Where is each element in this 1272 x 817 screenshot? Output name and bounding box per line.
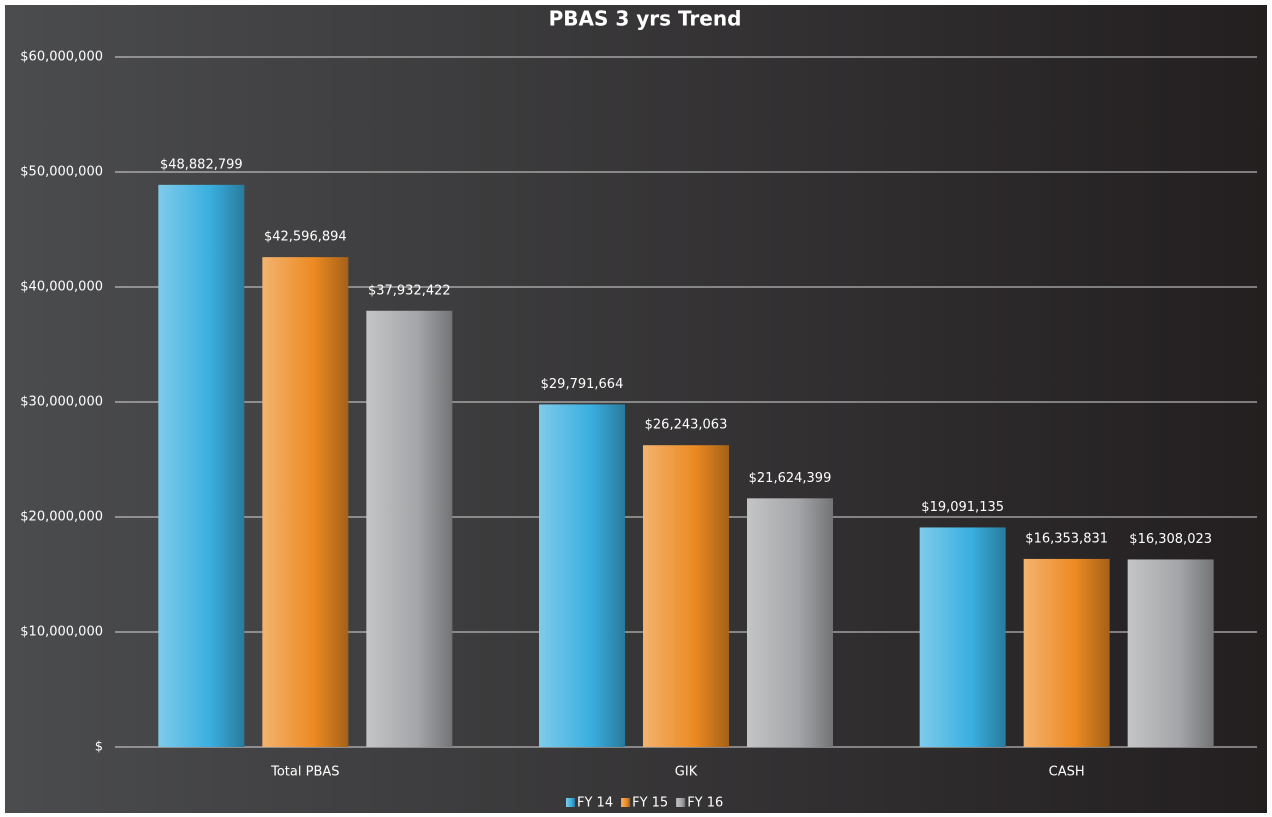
y-tick-label: $50,000,000	[20, 165, 103, 180]
data-label: $29,791,664	[541, 377, 624, 392]
y-tick-label: $30,000,000	[20, 395, 103, 410]
bar	[919, 527, 1006, 747]
bar	[366, 310, 453, 747]
data-label: $19,091,135	[921, 500, 1004, 515]
legend-label: FY 15	[632, 796, 668, 811]
y-tick-label: $40,000,000	[20, 280, 103, 295]
legend-label: FY 14	[577, 796, 613, 811]
data-label: $26,243,063	[645, 418, 728, 433]
y-tick-label: $10,000,000	[20, 625, 103, 640]
data-label: $16,308,023	[1129, 532, 1212, 547]
legend-swatch	[676, 798, 686, 807]
x-tick-label: CASH	[1049, 765, 1085, 780]
bar	[262, 257, 349, 747]
data-label: $42,596,894	[264, 230, 347, 245]
data-label: $21,624,399	[749, 471, 832, 486]
chart-title: PBAS 3 yrs Trend	[549, 7, 742, 31]
data-label: $16,353,831	[1025, 531, 1108, 546]
legend-swatch	[566, 798, 575, 807]
legend-swatch	[621, 798, 631, 807]
y-tick-label: $20,000,000	[20, 510, 103, 525]
bar	[643, 445, 729, 747]
y-tick-label: $60,000,000	[20, 50, 103, 65]
bar	[539, 404, 625, 747]
data-label: $48,882,799	[160, 157, 243, 172]
x-tick-label: Total PBAS	[270, 765, 339, 780]
x-tick-label: GIK	[675, 765, 698, 780]
bar	[1127, 559, 1214, 747]
data-label: $37,932,422	[368, 283, 451, 298]
bar	[1023, 558, 1110, 747]
bar	[158, 184, 245, 748]
legend-label: FY 16	[687, 796, 723, 811]
y-tick-label: $	[95, 740, 103, 755]
bar	[747, 498, 833, 747]
